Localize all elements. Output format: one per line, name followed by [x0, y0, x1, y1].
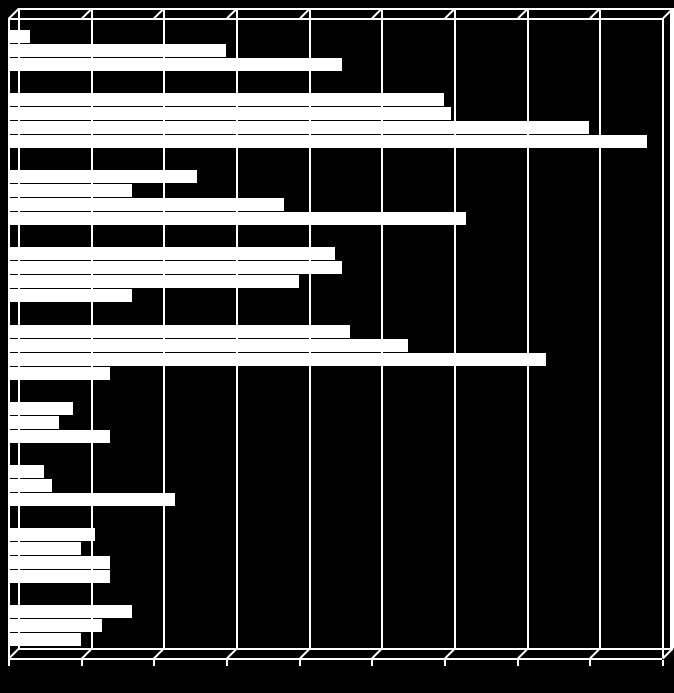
- bar-g2-0: [8, 170, 197, 183]
- x-tick-7: [517, 660, 519, 666]
- x-tick-9: [662, 660, 664, 666]
- gridline-back-7: [527, 8, 529, 648]
- bar-g3-0: [8, 247, 335, 260]
- x-tick-5: [371, 660, 373, 666]
- floor-back-edge: [18, 648, 672, 650]
- bar-g3-1: [8, 261, 342, 274]
- x-tick-6: [444, 660, 446, 666]
- bar-g8-1: [8, 619, 102, 632]
- bar-g7-1: [8, 542, 81, 555]
- bar-g2-1: [8, 184, 132, 197]
- bar-g4-3: [8, 367, 110, 380]
- bar-g5-2: [8, 430, 110, 443]
- front-top-edge: [8, 18, 662, 20]
- x-tick-1: [81, 660, 83, 666]
- bar-g0-0: [8, 30, 30, 43]
- bar-g4-1: [8, 339, 408, 352]
- x-tick-2: [153, 660, 155, 666]
- bar-g0-1: [8, 44, 226, 57]
- bar-g6-1: [8, 479, 52, 492]
- bar-g6-2: [8, 493, 175, 506]
- bar-g1-2: [8, 121, 589, 134]
- gridline-back-6: [454, 8, 456, 648]
- back-wall-top-edge: [18, 8, 672, 10]
- front-right-edge: [662, 18, 664, 658]
- bar-g1-1: [8, 107, 451, 120]
- bar-g8-0: [8, 605, 132, 618]
- bar-g8-2: [8, 633, 81, 646]
- bar-g2-2: [8, 198, 284, 211]
- bar-g4-0: [8, 325, 350, 338]
- bar-g1-0: [8, 93, 444, 106]
- bar-g1-3: [8, 135, 647, 148]
- bar-g0-2: [8, 58, 342, 71]
- x-tick-3: [226, 660, 228, 666]
- bar-g3-3: [8, 289, 132, 302]
- bar-g7-2: [8, 556, 110, 569]
- x-tick-0: [8, 660, 10, 666]
- bar-g2-3: [8, 212, 466, 225]
- x-axis-baseline: [8, 658, 662, 660]
- gridline-back-8: [599, 8, 601, 648]
- bar-g5-0: [8, 402, 73, 415]
- bar-g7-3: [8, 570, 110, 583]
- chart-3d-horizontal-bar: [0, 0, 674, 693]
- bar-g3-2: [8, 275, 299, 288]
- bar-g6-0: [8, 465, 44, 478]
- x-tick-4: [299, 660, 301, 666]
- bar-g5-1: [8, 416, 59, 429]
- bar-g4-2: [8, 353, 546, 366]
- bar-g7-0: [8, 528, 95, 541]
- x-tick-8: [589, 660, 591, 666]
